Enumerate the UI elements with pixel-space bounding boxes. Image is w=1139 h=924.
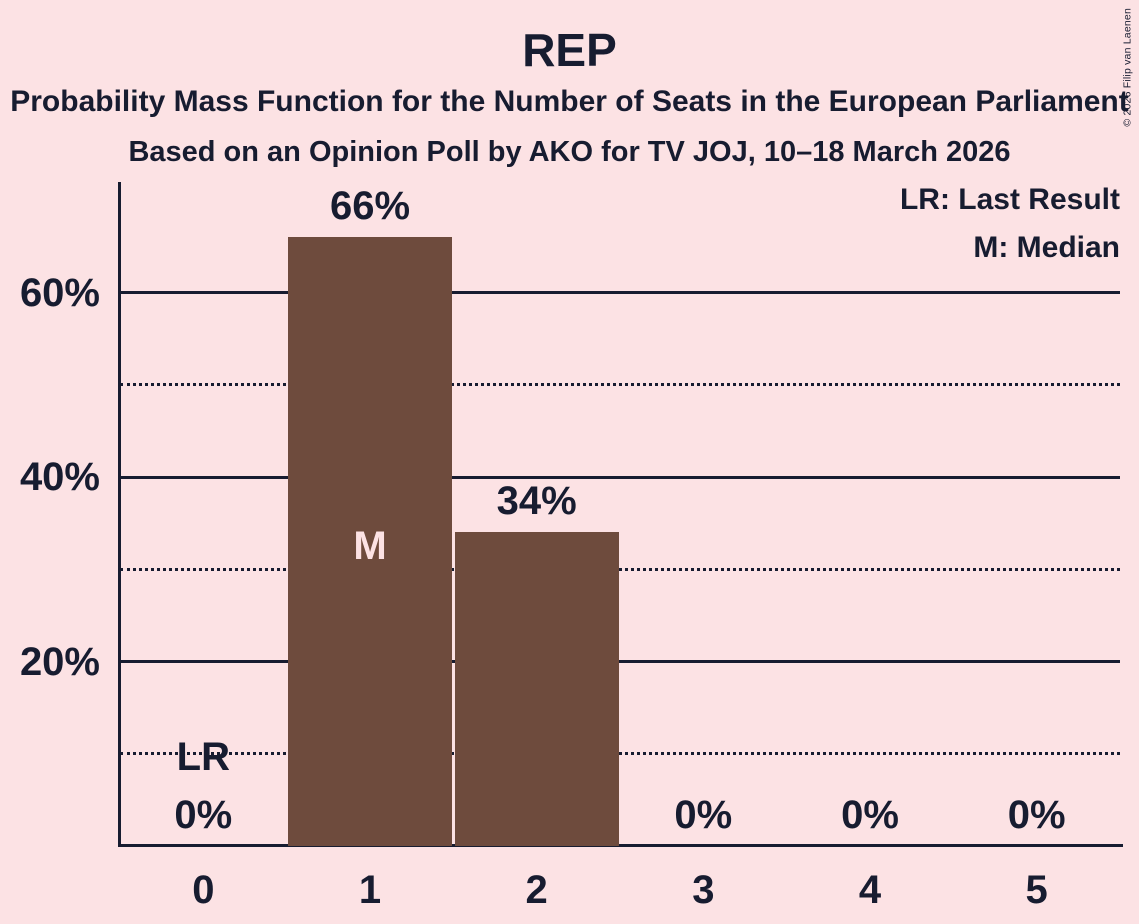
- bar-seats-2: [454, 532, 619, 846]
- value-label-seats-0: 0%: [174, 793, 233, 837]
- legend-median: M: Median: [973, 231, 1120, 264]
- x-tick-label-3: 3: [692, 868, 715, 912]
- chart-title: REP: [522, 24, 617, 76]
- value-label-seats-5: 0%: [1007, 793, 1066, 837]
- legend-last-result: LR: Last Result: [899, 183, 1120, 216]
- value-label-seats-4: 0%: [841, 793, 899, 837]
- gridline-solid-60pct: [120, 291, 1120, 295]
- chart-subtitle: Probability Mass Function for the Number…: [10, 85, 1129, 118]
- value-label-seats-1: 66%: [329, 184, 411, 229]
- y-tick-label-40: 40%: [19, 455, 100, 500]
- value-label-seats-3: 0%: [674, 793, 733, 837]
- gridline-dotted-10pct: [120, 752, 1120, 756]
- gridline-dotted-50pct: [120, 383, 1120, 387]
- x-tick-label-0: 0: [192, 868, 215, 912]
- x-tick-label-4: 4: [858, 868, 882, 912]
- legend: LR: Last Result M: Median: [900, 176, 1120, 272]
- y-tick-label-20: 20%: [19, 639, 100, 684]
- y-axis-line: [118, 182, 121, 846]
- gridline-dotted-30pct: [120, 567, 1120, 571]
- value-label-seats-2: 34%: [496, 479, 577, 524]
- gridline-solid-20pct: [120, 660, 1120, 664]
- gridline-solid-40pct: [120, 475, 1120, 479]
- bar-seats-1: [288, 237, 452, 846]
- annotation-lr: LR: [176, 735, 230, 780]
- x-tick-label-1: 1: [358, 868, 382, 912]
- annotation-m: M: [353, 524, 387, 569]
- x-axis-line: [118, 844, 1123, 847]
- x-tick-label-5: 5: [1025, 868, 1048, 912]
- y-tick-label-60: 60%: [19, 270, 100, 315]
- chart-source-line: Based on an Opinion Poll by AKO for TV J…: [128, 136, 1011, 168]
- x-tick-label-2: 2: [525, 868, 548, 912]
